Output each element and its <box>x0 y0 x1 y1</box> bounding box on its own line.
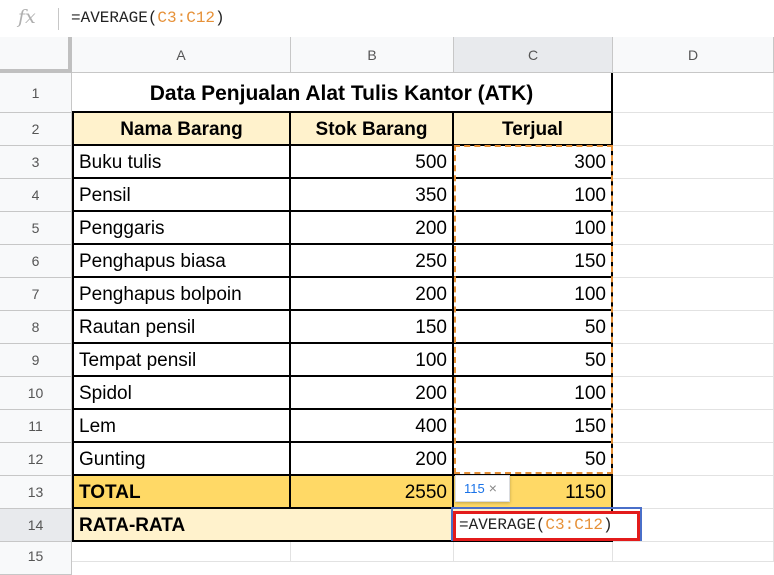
item-sold[interactable]: 100 <box>454 278 613 311</box>
row-header-3[interactable]: 3 <box>0 146 72 179</box>
item-stock[interactable]: 250 <box>291 245 454 278</box>
row-header-15[interactable]: 15 <box>0 542 72 575</box>
item-stock[interactable]: 200 <box>291 443 454 476</box>
column-header-c[interactable]: C <box>454 37 613 73</box>
item-sold[interactable]: 50 <box>454 443 613 476</box>
fx-icon: fx <box>18 6 36 28</box>
editor-suffix: ) <box>603 516 613 534</box>
item-stock[interactable]: 350 <box>291 179 454 212</box>
formula-range-ref: C3:C12 <box>157 9 216 27</box>
cell-d12[interactable] <box>613 443 774 476</box>
formula-input[interactable]: =AVERAGE(C3:C12) <box>71 9 225 27</box>
row-header-5[interactable]: 5 <box>0 212 72 245</box>
item-name[interactable]: Gunting <box>72 443 291 476</box>
formula-suffix: ) <box>215 9 225 27</box>
header-nama-barang[interactable]: Nama Barang <box>72 113 291 146</box>
item-name[interactable]: Tempat pensil <box>72 344 291 377</box>
formula-prefix: =AVERAGE( <box>71 9 158 27</box>
cell-d2[interactable] <box>613 113 774 146</box>
row-header-10[interactable]: 10 <box>0 377 72 410</box>
item-sold[interactable]: 300 <box>454 146 613 179</box>
column-header-a[interactable]: A <box>72 37 291 73</box>
row-header-12[interactable]: 12 <box>0 443 72 476</box>
item-sold[interactable]: 150 <box>454 245 613 278</box>
cell-d15[interactable] <box>613 542 774 562</box>
row-header-4[interactable]: 4 <box>0 179 72 212</box>
formula-bar-divider <box>58 8 59 30</box>
total-label[interactable]: TOTAL <box>72 476 291 509</box>
header-terjual[interactable]: Terjual <box>454 113 613 146</box>
item-name[interactable]: Penggaris <box>72 212 291 245</box>
item-name[interactable]: Buku tulis <box>72 146 291 179</box>
item-stock[interactable]: 200 <box>291 212 454 245</box>
cell-d4[interactable] <box>613 179 774 212</box>
item-sold[interactable]: 100 <box>454 179 613 212</box>
row-header-14[interactable]: 14 <box>0 509 72 542</box>
item-name[interactable]: Spidol <box>72 377 291 410</box>
row-header-9[interactable]: 9 <box>0 344 72 377</box>
item-stock[interactable]: 200 <box>291 377 454 410</box>
cell-d8[interactable] <box>613 311 774 344</box>
cell-d1[interactable] <box>613 73 774 113</box>
cell-d6[interactable] <box>613 245 774 278</box>
cell-d5[interactable] <box>613 212 774 245</box>
editor-range-ref: C3:C12 <box>545 516 604 534</box>
cell-a15[interactable] <box>72 542 291 562</box>
row-header-13[interactable]: 13 <box>0 476 72 509</box>
item-sold[interactable]: 50 <box>454 311 613 344</box>
row-header-2[interactable]: 2 <box>0 113 72 146</box>
formula-bar: fx =AVERAGE(C3:C12) <box>0 0 774 38</box>
item-name[interactable]: Rautan pensil <box>72 311 291 344</box>
column-header-d[interactable]: D <box>613 37 774 73</box>
formula-preview-tooltip: 115 × <box>455 475 510 502</box>
item-stock[interactable]: 400 <box>291 410 454 443</box>
cell-editor[interactable]: =AVERAGE(C3:C12) <box>453 511 640 541</box>
cell-d11[interactable] <box>613 410 774 443</box>
item-sold[interactable]: 100 <box>454 212 613 245</box>
column-header-b[interactable]: B <box>291 37 454 73</box>
cell-d7[interactable] <box>613 278 774 311</box>
item-name[interactable]: Penghapus biasa <box>72 245 291 278</box>
cell-c15[interactable] <box>454 542 613 562</box>
cell-d9[interactable] <box>613 344 774 377</box>
average-label[interactable]: RATA-RATA <box>72 509 454 542</box>
item-name[interactable]: Penghapus bolpoin <box>72 278 291 311</box>
select-all-corner[interactable] <box>0 37 72 73</box>
cell-b15[interactable] <box>291 542 454 562</box>
item-stock[interactable]: 500 <box>291 146 454 179</box>
row-header-6[interactable]: 6 <box>0 245 72 278</box>
item-sold[interactable]: 100 <box>454 377 613 410</box>
item-stock[interactable]: 200 <box>291 278 454 311</box>
item-name[interactable]: Lem <box>72 410 291 443</box>
row-header-7[interactable]: 7 <box>0 278 72 311</box>
item-stock[interactable]: 100 <box>291 344 454 377</box>
item-sold[interactable]: 150 <box>454 410 613 443</box>
row-header-8[interactable]: 8 <box>0 311 72 344</box>
header-stok-barang[interactable]: Stok Barang <box>291 113 454 146</box>
item-stock[interactable]: 150 <box>291 311 454 344</box>
item-name[interactable]: Pensil <box>72 179 291 212</box>
row-header-11[interactable]: 11 <box>0 410 72 443</box>
item-sold[interactable]: 50 <box>454 344 613 377</box>
cell-d3[interactable] <box>613 146 774 179</box>
preview-value: 115 <box>464 481 485 496</box>
table-title[interactable]: Data Penjualan Alat Tulis Kantor (ATK) <box>72 73 613 113</box>
close-icon[interactable]: × <box>488 480 497 496</box>
editor-prefix: =AVERAGE( <box>459 516 546 534</box>
cell-d10[interactable] <box>613 377 774 410</box>
cell-d13[interactable] <box>613 476 774 509</box>
row-header-1[interactable]: 1 <box>0 73 72 113</box>
total-stock[interactable]: 2550 <box>291 476 454 509</box>
